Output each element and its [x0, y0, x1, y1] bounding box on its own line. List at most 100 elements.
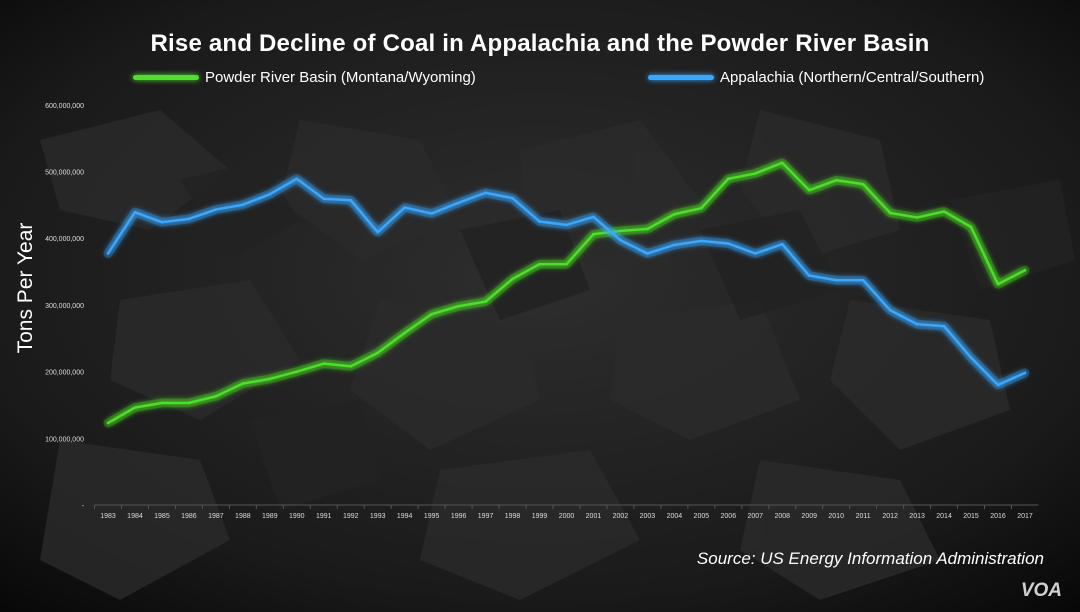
x-tick-label: 1988 [235, 513, 251, 520]
x-tick-label: 1994 [397, 513, 413, 520]
data-point-powder-river [268, 377, 272, 381]
data-point-powder-river [942, 210, 946, 213]
legend-item-powder-river: Powder River Basin (Montana/Wyoming) [133, 69, 476, 86]
x-tick-label: 2015 [963, 513, 979, 520]
data-point-powder-river [727, 177, 730, 181]
data-point-appalachia [834, 278, 838, 282]
y-tick-label: 200,000,000 [45, 370, 84, 377]
data-point-appalachia [295, 177, 299, 181]
x-tick-label: 2017 [1017, 513, 1033, 520]
data-point-powder-river [241, 382, 245, 385]
data-point-appalachia [646, 252, 649, 255]
data-point-appalachia [322, 197, 326, 201]
x-tick-label: 2014 [936, 513, 952, 520]
y-tick-label: 300,000,000 [45, 303, 84, 310]
data-point-appalachia [1023, 371, 1027, 375]
data-point-powder-river [807, 188, 811, 192]
y-axis: - 100,000,000 200,000,000 300,000,000 400,00… [45, 103, 85, 510]
data-point-appalachia [888, 308, 892, 312]
x-tick-label: 1999 [532, 513, 548, 520]
source-note: Source: US Energy Information Administra… [696, 549, 1044, 568]
legend-swatch-appalachia [648, 75, 714, 80]
brand-logo: VOA [1020, 580, 1062, 601]
data-point-appalachia [673, 243, 676, 247]
data-point-appalachia [511, 196, 514, 200]
data-point-powder-river [214, 394, 218, 398]
x-tick-label: 2002 [613, 513, 629, 520]
x-tick-label: 1987 [208, 513, 224, 520]
data-point-powder-river [700, 206, 703, 210]
x-tick-label: 1985 [154, 513, 170, 520]
series-layer [103, 158, 1030, 428]
data-point-powder-river [133, 406, 137, 409]
y-axis-label: Tons Per Year [14, 222, 37, 354]
data-point-powder-river [565, 262, 568, 266]
y-tick-label: 400,000,000 [45, 236, 84, 243]
x-tick-label: 1995 [424, 513, 440, 520]
x-tick-label: 2013 [909, 513, 925, 520]
data-point-appalachia [349, 198, 353, 202]
data-point-appalachia [430, 212, 433, 215]
data-point-powder-river [295, 370, 299, 373]
data-point-powder-river [106, 421, 110, 425]
data-point-powder-river [1023, 268, 1027, 272]
data-point-powder-river [511, 277, 514, 281]
x-tick-label: 2004 [667, 513, 683, 520]
data-point-powder-river [646, 227, 649, 231]
data-point-appalachia [753, 252, 757, 255]
x-tick-label: 2006 [721, 513, 737, 520]
x-tick-label: 2009 [801, 513, 817, 520]
data-point-appalachia [592, 215, 595, 219]
data-point-powder-river [484, 300, 487, 303]
data-point-appalachia [403, 206, 406, 209]
data-point-appalachia [861, 278, 865, 282]
x-tick-label: 1996 [451, 513, 467, 520]
data-point-appalachia [160, 220, 164, 224]
x-tick-label: 2003 [640, 513, 656, 520]
x-axis: 1983 1984 1985 1986 1987 1988 1989 1990 1991 1992… [94, 504, 1039, 520]
data-point-powder-river [322, 362, 326, 365]
x-tick-label: 2012 [882, 513, 898, 520]
x-tick-label: 2008 [774, 513, 790, 520]
data-point-appalachia [996, 383, 1000, 387]
data-point-appalachia [538, 220, 541, 223]
data-point-powder-river [996, 282, 1000, 286]
chart-title: Rise and Decline of Coal in Appalachia a… [150, 30, 930, 57]
data-point-powder-river [403, 331, 406, 335]
data-point-powder-river [861, 182, 865, 186]
data-point-appalachia [214, 208, 218, 211]
data-point-powder-river [753, 172, 757, 175]
data-point-powder-river [888, 211, 892, 215]
data-point-appalachia [187, 217, 191, 221]
x-tick-label: 2005 [694, 513, 710, 520]
data-point-powder-river [592, 232, 595, 236]
data-point-powder-river [915, 216, 919, 219]
x-tick-label: 2000 [559, 513, 575, 520]
data-point-appalachia [241, 203, 245, 207]
data-point-appalachia [780, 242, 784, 246]
data-point-powder-river [969, 225, 973, 229]
data-point-powder-river [376, 351, 380, 355]
data-point-appalachia [457, 201, 460, 205]
data-point-powder-river [349, 364, 353, 368]
x-tick-label: 1998 [505, 513, 521, 520]
data-point-appalachia [376, 230, 380, 234]
x-tick-label: 2010 [828, 513, 844, 520]
data-point-powder-river [187, 401, 191, 405]
x-tick-label: 1983 [100, 513, 116, 520]
data-point-appalachia [268, 192, 272, 196]
y-tick-label: 100,000,000 [45, 436, 84, 443]
x-tick-label: 2011 [856, 513, 871, 520]
x-tick-label: 1989 [262, 513, 278, 520]
data-point-appalachia [106, 252, 110, 255]
data-point-powder-river [457, 304, 460, 308]
data-point-powder-river [619, 229, 622, 233]
x-tick-label: 1997 [478, 513, 494, 520]
data-point-powder-river [430, 312, 433, 316]
data-point-appalachia [484, 191, 487, 195]
x-tick-label: 2007 [747, 513, 763, 520]
data-point-appalachia [727, 242, 730, 245]
data-point-powder-river [834, 178, 838, 182]
